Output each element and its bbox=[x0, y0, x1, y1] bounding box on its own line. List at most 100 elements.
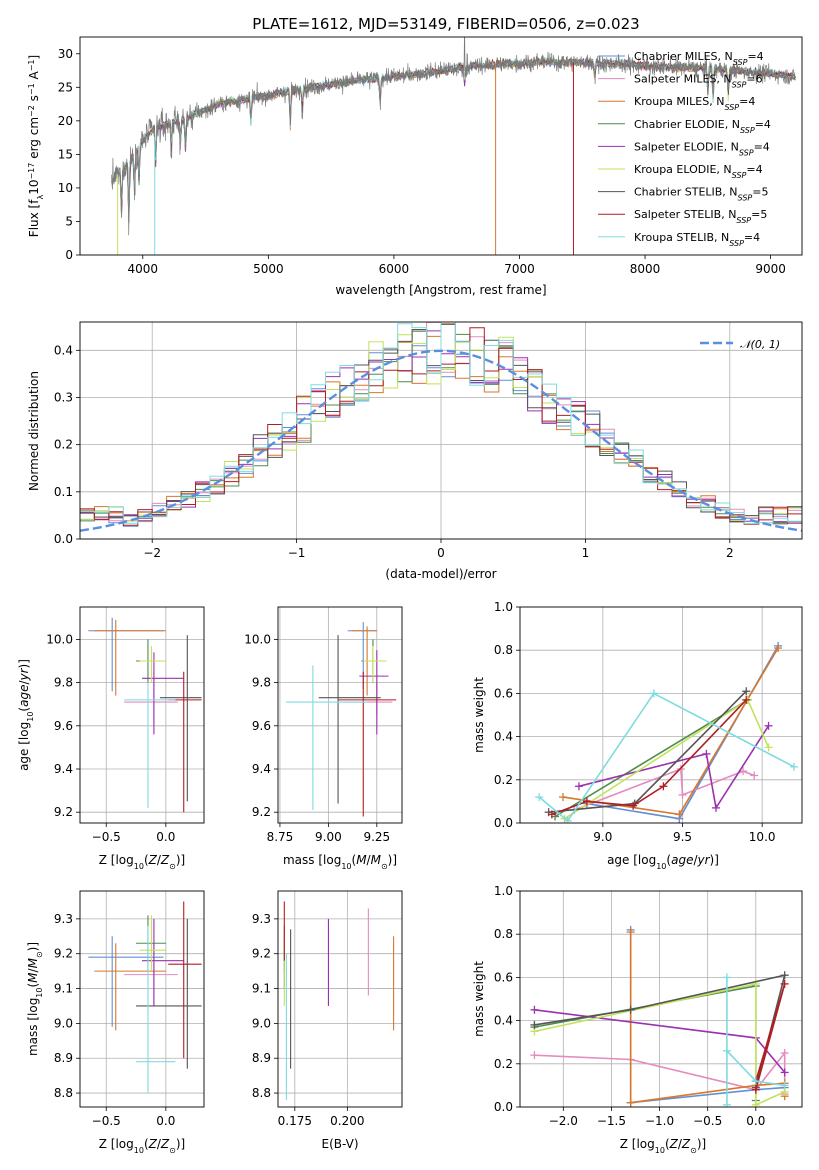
x-tick-label: −1.5 bbox=[597, 1114, 626, 1128]
axes-frame bbox=[79, 321, 803, 540]
y-tick-label: 0.3 bbox=[54, 390, 73, 404]
weight-lines bbox=[530, 925, 789, 1107]
y-tick-label: 9.0 bbox=[252, 1016, 271, 1030]
gaussian-reference-line bbox=[80, 349, 802, 532]
y-axis-label: age [log10(age/yr)] bbox=[17, 659, 35, 771]
axes-frame bbox=[519, 606, 803, 824]
y-tick-label: 9.4 bbox=[252, 762, 271, 776]
y-tick-label: 0.4 bbox=[494, 1014, 513, 1028]
y-tick-label: 5 bbox=[65, 214, 73, 228]
y-tick-label: 8.8 bbox=[54, 1086, 73, 1100]
legend-label: Salpeter ELODIE, NSSP=4 bbox=[634, 140, 770, 157]
y-tick-label: 0 bbox=[65, 248, 73, 262]
weight-series-line bbox=[554, 699, 749, 818]
y-tick-label: 9.6 bbox=[252, 719, 271, 733]
x-tick-label: −0.5 bbox=[92, 830, 121, 844]
y-tick-label: 0.2 bbox=[54, 438, 73, 452]
x-axis-label: Z [log10(Z/Z⊙)] bbox=[99, 853, 185, 871]
x-tick-label: 4000 bbox=[128, 262, 159, 276]
x-tick-label: 0.200 bbox=[330, 1114, 364, 1128]
grid-mass-vs-EBV bbox=[278, 891, 402, 1107]
y-tick-label: 0.6 bbox=[494, 970, 513, 984]
x-tick-label: −0.5 bbox=[92, 1114, 121, 1128]
error-bars bbox=[283, 901, 395, 1101]
y-tick-label: 0.4 bbox=[494, 730, 513, 744]
legend-label: Kroupa MILES, NSSP=4 bbox=[634, 95, 755, 112]
x-tick-label: −0.5 bbox=[693, 1114, 722, 1128]
spectrum-title: PLATE=1612, MJD=53149, FIBERID=0506, z=0… bbox=[252, 15, 639, 33]
legend-label: Salpeter STELIB, NSSP=5 bbox=[634, 208, 767, 225]
plot-area-residual-distribution bbox=[80, 322, 802, 532]
y-tick-label: 1.0 bbox=[494, 600, 513, 614]
axes-frame bbox=[277, 606, 403, 824]
y-tick-label: 0.1 bbox=[54, 485, 73, 499]
x-tick-label: 5000 bbox=[253, 262, 284, 276]
x-tick-label: −1 bbox=[288, 546, 306, 560]
y-tick-label: 9.2 bbox=[54, 805, 73, 819]
panel-mass-weight-vs-age: 9.0 9.5 10.0 0.0 0.2 0.4 0.6 0.8 1.0 age [log10(a… bbox=[472, 600, 803, 871]
legend-label: Salpeter MILES, NSSP=6 bbox=[634, 73, 763, 90]
axes-frame bbox=[519, 890, 803, 1108]
x-tick-label: 7000 bbox=[504, 262, 535, 276]
x-tick-label: 6000 bbox=[379, 262, 410, 276]
observed-spectrum-line bbox=[111, 37, 796, 236]
y-tick-label: 0.6 bbox=[494, 686, 513, 700]
x-tick-label: 8.75 bbox=[267, 830, 294, 844]
y-axis-label: Normed distribution bbox=[27, 371, 41, 491]
y-axis-label: mass [log10(M/M⊙)] bbox=[26, 942, 44, 1056]
weight-series-line bbox=[538, 692, 795, 822]
x-axis-label: age [log10(age/yr)] bbox=[607, 853, 719, 871]
y-tick-label: 25 bbox=[58, 80, 73, 94]
y-tick-label: 9.2 bbox=[54, 947, 73, 961]
y-tick-label: 20 bbox=[58, 114, 73, 128]
panel-age-vs-mass: 8.75 9.00 9.25 9.2 9.4 9.6 9.8 10.0 mass [log10(… bbox=[244, 606, 403, 871]
x-tick-label: −1.0 bbox=[645, 1114, 674, 1128]
x-tick-label: −2.0 bbox=[549, 1114, 578, 1128]
y-tick-label: 9.0 bbox=[54, 1016, 73, 1030]
x-axis-label: Z [log10(Z/Z⊙)] bbox=[99, 1137, 185, 1155]
y-tick-label: 9.8 bbox=[252, 676, 271, 690]
x-tick-label: 0.0 bbox=[746, 1114, 765, 1128]
panel-age-vs-Z: −0.5 0.0 9.2 9.4 9.6 9.8 10.0 Z [log10(Z/Z⊙)] ag… bbox=[17, 606, 205, 871]
y-tick-label: 30 bbox=[58, 47, 73, 61]
weight-series-line bbox=[534, 982, 786, 1107]
y-tick-label: 1.0 bbox=[494, 884, 513, 898]
x-tick-label: 0.0 bbox=[156, 830, 175, 844]
y-tick-label: 9.2 bbox=[252, 805, 271, 819]
axes-frame bbox=[79, 36, 803, 256]
legend: 𝒩(0, 1) bbox=[700, 338, 780, 351]
panel-mass-weight-vs-Z: −2.0 −1.5 −1.0 −0.5 0.0 0.0 0.2 0.4 0.6 0.8 1.0 Z [… bbox=[472, 884, 803, 1155]
histogram-step-line bbox=[80, 322, 802, 525]
legend-label: 𝒩(0, 1) bbox=[740, 338, 780, 351]
legend-label: Chabrier ELODIE, NSSP=4 bbox=[634, 118, 771, 135]
y-tick-label: 10.0 bbox=[46, 632, 73, 646]
x-axis-label: E(B-V) bbox=[321, 1137, 358, 1151]
plot-area-mass-weight-vs-age bbox=[535, 641, 799, 823]
y-tick-label: 0.8 bbox=[494, 643, 513, 657]
y-tick-label: 8.9 bbox=[54, 1051, 73, 1065]
y-tick-label: 0.0 bbox=[494, 1100, 513, 1114]
panel-mass-vs-EBV: 0.175 0.200 8.8 8.9 9.0 9.1 9.2 9.3 E(B-V) bbox=[252, 890, 403, 1151]
x-tick-label: 9.25 bbox=[363, 830, 390, 844]
error-bars bbox=[88, 901, 202, 1094]
legend: Chabrier MILES, NSSP=4 Salpeter MILES, NS… bbox=[598, 50, 771, 247]
y-tick-label: 9.1 bbox=[54, 982, 73, 996]
y-tick-label: 9.8 bbox=[54, 676, 73, 690]
y-tick-label: 10.0 bbox=[244, 632, 271, 646]
y-tick-label: 9.1 bbox=[252, 982, 271, 996]
x-tick-label: 9000 bbox=[755, 262, 786, 276]
y-tick-label: 9.3 bbox=[54, 912, 73, 926]
x-axis-label: Z [log10(Z/Z⊙)] bbox=[620, 1137, 706, 1155]
x-axis-label: (data-model)/error bbox=[385, 567, 496, 581]
error-bars bbox=[88, 617, 202, 813]
axes-frame bbox=[79, 890, 205, 1108]
y-tick-label: 8.8 bbox=[252, 1086, 271, 1100]
x-tick-label: −2 bbox=[143, 546, 161, 560]
plot-area-spectrum bbox=[111, 37, 797, 255]
y-tick-label: 8.9 bbox=[252, 1051, 271, 1065]
legend-label: Kroupa STELIB, NSSP=4 bbox=[634, 231, 760, 248]
y-tick-label: 0.4 bbox=[54, 343, 73, 357]
y-tick-label: 15 bbox=[58, 147, 73, 161]
y-tick-label: 9.3 bbox=[252, 912, 271, 926]
